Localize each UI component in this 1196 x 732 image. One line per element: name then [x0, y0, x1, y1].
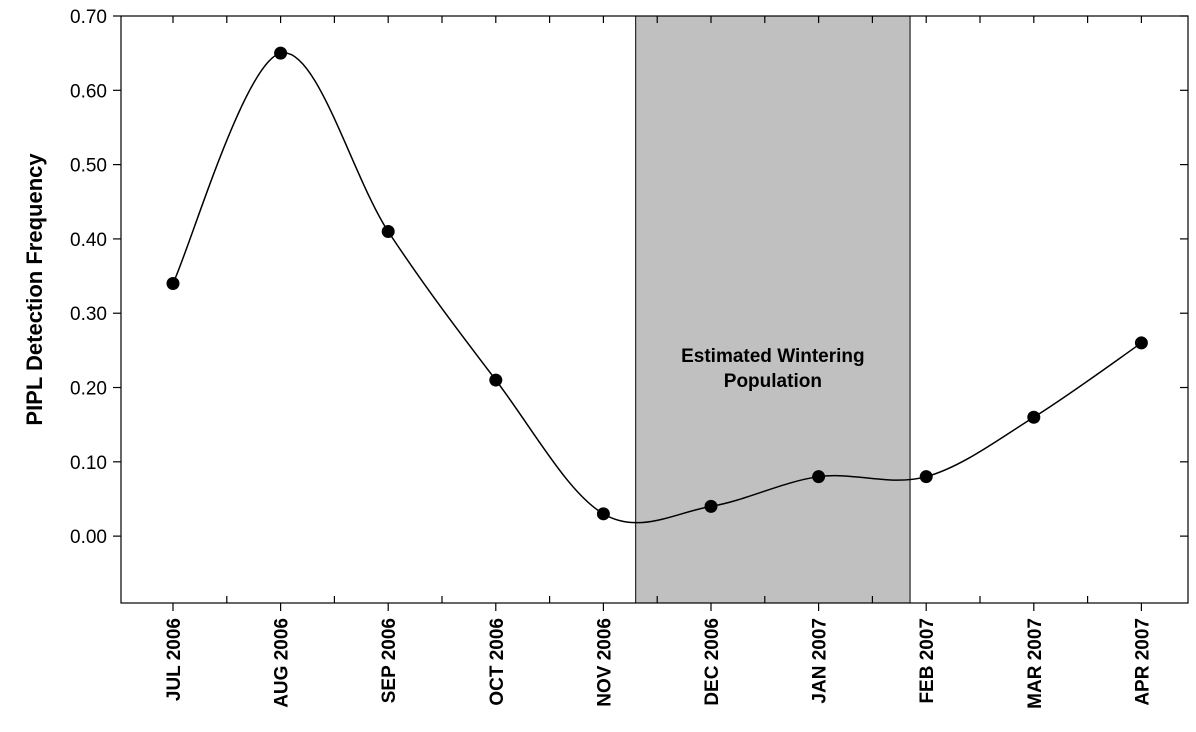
- y-tick-label: 0.20: [70, 379, 107, 400]
- y-tick-label: 0.50: [70, 156, 107, 177]
- y-tick-label: 0.00: [70, 527, 107, 548]
- data-point-5: [596, 507, 610, 521]
- data-points-group: [166, 46, 1148, 521]
- band-label-line2: Population: [724, 371, 822, 392]
- band-label-line1: Estimated Wintering: [681, 346, 865, 367]
- x-tick-label: APR 2007: [1132, 618, 1153, 706]
- y-tick-label: 0.30: [70, 304, 107, 325]
- data-point-8: [919, 470, 933, 484]
- x-tick-label: DEC 2006: [702, 618, 723, 706]
- x-tick-label: NOV 2006: [594, 618, 615, 707]
- y-tick-label: 0.40: [70, 230, 107, 251]
- data-point-10: [1134, 336, 1148, 350]
- y-tick-label: 0.10: [70, 453, 107, 474]
- data-point-3: [381, 224, 395, 238]
- axes-group: [113, 15, 1189, 611]
- x-tick-label: AUG 2006: [272, 618, 293, 708]
- y-tick-label: 0.70: [70, 7, 107, 28]
- x-tick-label: SEP 2006: [379, 618, 400, 703]
- y-axis-title: PIPL Detection Frequency: [22, 153, 47, 426]
- x-tick-label: FEB 2007: [917, 618, 938, 704]
- y-tick-label: 0.60: [70, 81, 107, 102]
- data-point-6: [704, 499, 718, 513]
- data-point-9: [1027, 410, 1041, 424]
- data-point-2: [274, 46, 288, 60]
- x-tick-label: MAR 2007: [1025, 618, 1046, 709]
- wintering-band-group: [635, 15, 911, 604]
- wintering-band: [635, 15, 911, 604]
- x-tick-label: JUL 2006: [164, 618, 185, 701]
- data-point-1: [166, 276, 180, 290]
- plot-frame: [120, 15, 1189, 604]
- data-point-4: [489, 373, 503, 387]
- x-tick-label: JAN 2007: [810, 618, 831, 704]
- x-tick-label: OCT 2006: [487, 618, 508, 706]
- data-point-7: [812, 470, 826, 484]
- labels-group: Estimated Wintering Population 0.00 0.10 0.2…: [22, 7, 1153, 709]
